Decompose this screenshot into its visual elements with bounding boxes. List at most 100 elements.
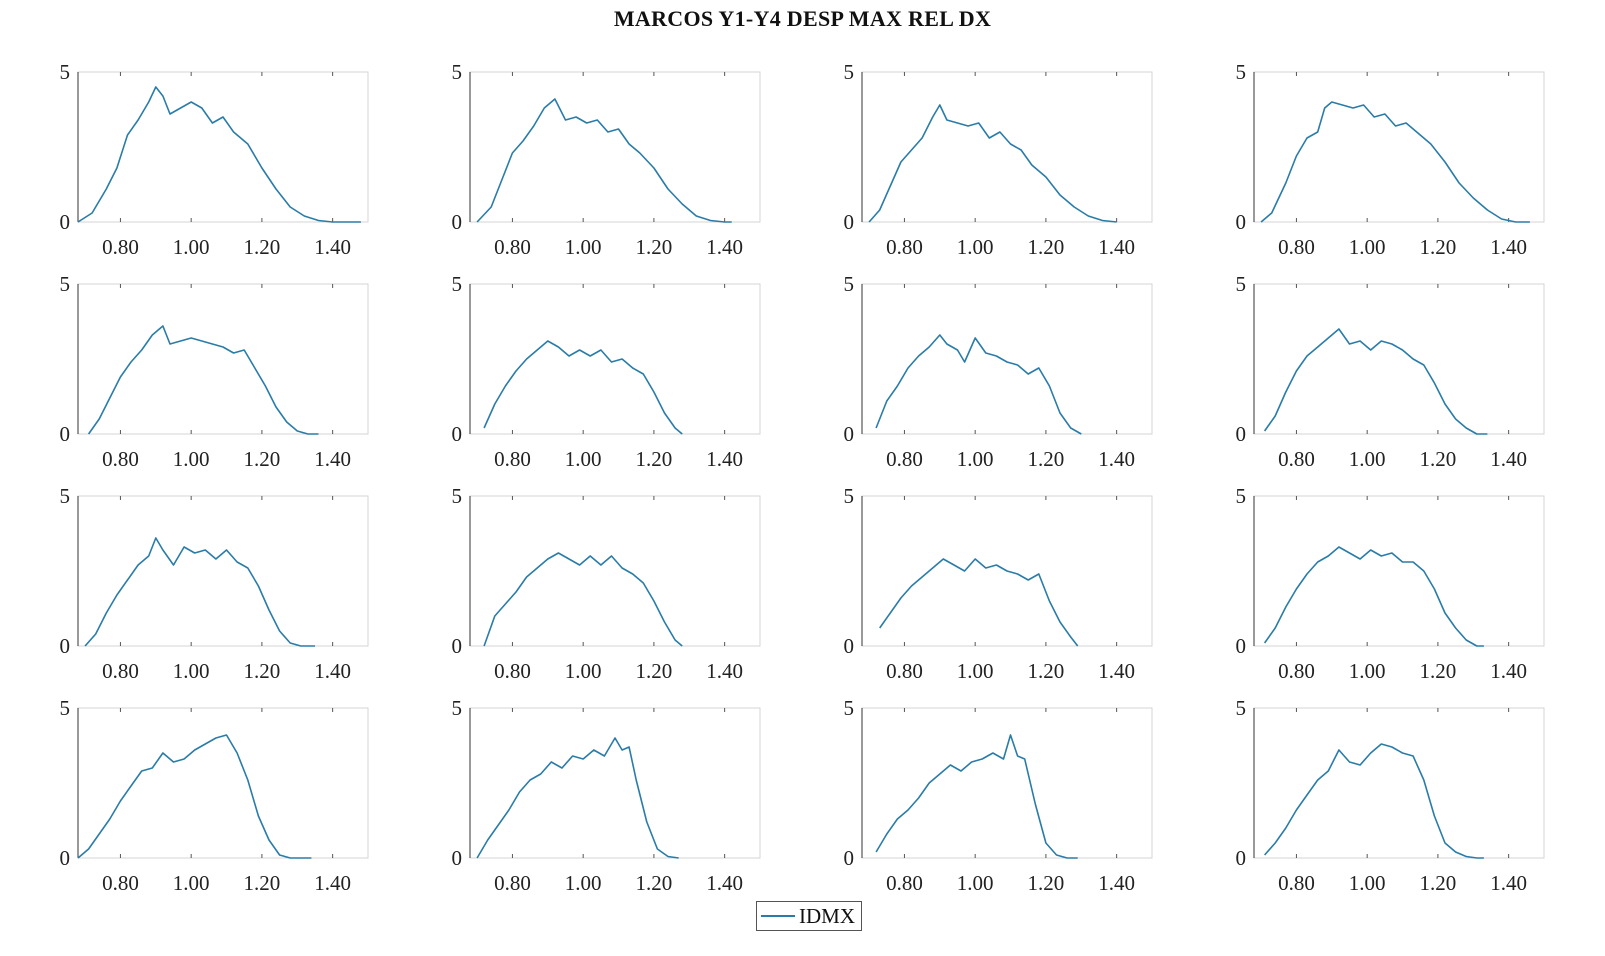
series-line-idmx <box>1263 328 1488 435</box>
subplot-10: 0 5 0.80 1.00 1.20 1.40 <box>452 484 761 683</box>
series-line-idmx <box>868 104 1117 223</box>
y-tick-label: 0 <box>1236 846 1247 870</box>
series-line-idmx <box>483 340 683 435</box>
y-tick-label: 0 <box>452 210 463 234</box>
x-tick-label: 1.40 <box>314 447 351 471</box>
x-tick-label: 0.80 <box>494 235 531 259</box>
y-tick-label: 0 <box>452 846 463 870</box>
axes-frame <box>469 71 761 223</box>
axes-frame <box>1253 71 1545 223</box>
x-tick-label: 1.20 <box>1028 871 1065 895</box>
x-tick-label: 1.20 <box>636 871 673 895</box>
x-tick-label: 0.80 <box>102 871 139 895</box>
x-tick-label: 1.00 <box>1349 659 1386 683</box>
x-tick-label: 1.00 <box>1349 871 1386 895</box>
x-tick-label: 1.00 <box>173 235 210 259</box>
x-tick-label: 1.20 <box>1420 447 1457 471</box>
subplot-5: 0 5 0.80 1.00 1.20 1.40 <box>60 272 369 471</box>
x-tick-label: 1.00 <box>173 871 210 895</box>
subplot-16: 0 5 0.80 1.00 1.20 1.40 <box>1236 696 1545 895</box>
y-tick-label: 5 <box>844 60 855 84</box>
x-tick-label: 0.80 <box>102 447 139 471</box>
axes-frame <box>1253 495 1545 647</box>
axes-frame <box>77 283 369 435</box>
x-tick-label: 1.40 <box>314 659 351 683</box>
x-tick-label: 1.00 <box>957 447 994 471</box>
series-line-idmx <box>87 325 319 435</box>
y-tick-label: 5 <box>60 484 71 508</box>
x-tick-label: 1.40 <box>1098 659 1135 683</box>
x-tick-label: 0.80 <box>494 447 531 471</box>
series-line-idmx <box>1260 101 1530 223</box>
x-tick-label: 1.40 <box>706 447 743 471</box>
legend-line-swatch <box>761 915 795 917</box>
x-tick-label: 1.40 <box>1098 447 1135 471</box>
legend: IDMX <box>756 901 862 931</box>
axes-frame <box>861 707 1153 859</box>
y-tick-label: 0 <box>60 210 71 234</box>
y-tick-label: 0 <box>452 422 463 446</box>
x-tick-label: 1.20 <box>1420 235 1457 259</box>
subplot-15: 0 5 0.80 1.00 1.20 1.40 <box>844 696 1153 895</box>
y-tick-label: 5 <box>1236 484 1247 508</box>
x-tick-label: 1.40 <box>314 871 351 895</box>
y-tick-label: 0 <box>844 846 855 870</box>
x-tick-label: 1.00 <box>1349 447 1386 471</box>
axes-frame <box>1253 707 1545 859</box>
subplot-8: 0 5 0.80 1.00 1.20 1.40 <box>1236 272 1545 471</box>
axes-frame <box>77 707 369 859</box>
x-tick-label: 1.00 <box>565 235 602 259</box>
y-tick-label: 0 <box>844 210 855 234</box>
y-tick-label: 0 <box>60 634 71 658</box>
subplot-6: 0 5 0.80 1.00 1.20 1.40 <box>452 272 761 471</box>
x-tick-label: 1.20 <box>244 659 281 683</box>
x-tick-label: 1.20 <box>636 447 673 471</box>
x-tick-label: 1.20 <box>1028 235 1065 259</box>
x-tick-label: 1.40 <box>706 235 743 259</box>
x-tick-label: 0.80 <box>1278 447 1315 471</box>
y-tick-label: 5 <box>1236 696 1247 720</box>
y-tick-label: 5 <box>60 272 71 296</box>
axes-frame <box>469 495 761 647</box>
x-tick-label: 1.00 <box>565 447 602 471</box>
x-tick-label: 1.00 <box>565 871 602 895</box>
x-tick-label: 1.40 <box>706 871 743 895</box>
axes-frame <box>77 495 369 647</box>
subplot-2: 0 5 0.80 1.00 1.20 1.40 <box>452 60 761 259</box>
x-tick-label: 0.80 <box>494 659 531 683</box>
x-tick-label: 1.20 <box>244 447 281 471</box>
x-tick-label: 1.00 <box>565 659 602 683</box>
x-tick-label: 1.20 <box>244 235 281 259</box>
x-tick-label: 0.80 <box>102 659 139 683</box>
series-line-idmx <box>483 552 683 647</box>
subplot-4: 0 5 0.80 1.00 1.20 1.40 <box>1236 60 1545 259</box>
axes-frame <box>1253 283 1545 435</box>
x-tick-label: 1.00 <box>957 235 994 259</box>
series-line-idmx <box>1264 743 1484 859</box>
x-tick-label: 0.80 <box>886 659 923 683</box>
y-tick-label: 5 <box>844 696 855 720</box>
y-tick-label: 5 <box>1236 272 1247 296</box>
x-tick-label: 0.80 <box>1278 871 1315 895</box>
subplot-14: 0 5 0.80 1.00 1.20 1.40 <box>452 696 761 895</box>
series-line-idmx <box>84 537 315 647</box>
axes-frame <box>469 707 761 859</box>
y-tick-label: 5 <box>452 484 463 508</box>
x-tick-label: 1.20 <box>244 871 281 895</box>
x-tick-label: 1.40 <box>1490 659 1527 683</box>
x-tick-label: 1.00 <box>173 659 210 683</box>
x-tick-label: 0.80 <box>886 447 923 471</box>
axes-frame <box>861 71 1153 223</box>
chart-title: MARCOS Y1-Y4 DESP MAX REL DX <box>613 6 992 31</box>
x-tick-label: 1.40 <box>706 659 743 683</box>
y-tick-label: 5 <box>844 272 855 296</box>
axes-frame <box>861 283 1153 435</box>
subplot-13: 0 5 0.80 1.00 1.20 1.40 <box>60 696 369 895</box>
series-line-idmx <box>476 98 732 223</box>
y-tick-label: 5 <box>452 272 463 296</box>
axes-frame <box>469 283 761 435</box>
y-tick-label: 0 <box>844 634 855 658</box>
y-tick-label: 0 <box>452 634 463 658</box>
y-tick-label: 5 <box>60 60 71 84</box>
